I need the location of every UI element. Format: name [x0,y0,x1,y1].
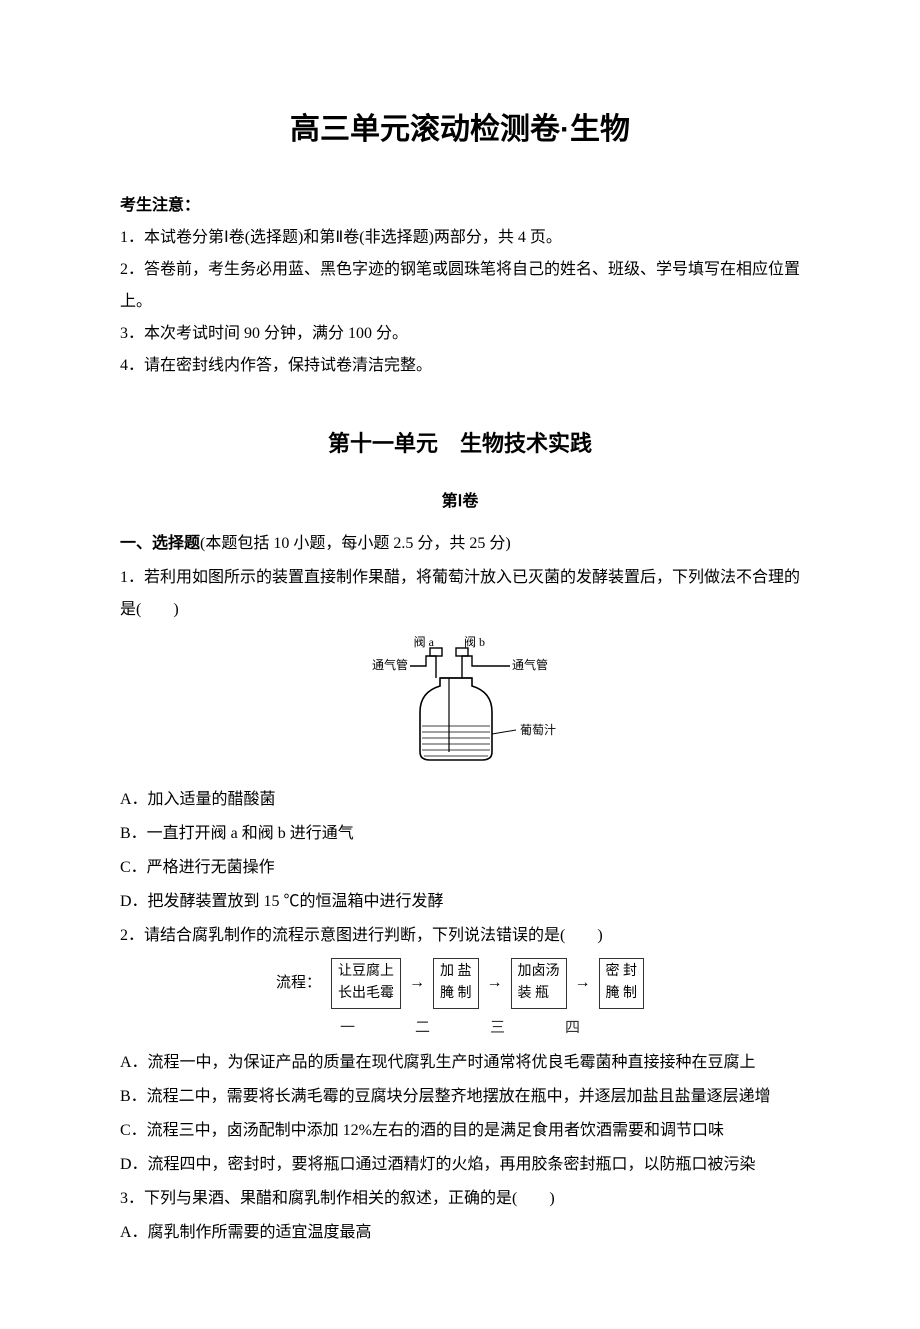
main-title: 高三单元滚动检测卷·生物 [120,100,800,160]
q1-option-c: C．严格进行无菌操作 [120,852,800,884]
q2-flow: 流程： 让豆腐上 长出毛霉 → 加 盐 腌 制 → 加卤汤 装 瓶 → 密 封 … [120,958,800,1043]
q1-stem: 1．若利用如图所示的装置直接制作果醋，将葡萄汁放入已灭菌的发酵装置后，下列做法不… [120,562,800,626]
q1-option-a: A．加入适量的醋酸菌 [120,784,800,816]
q1-option-d: D．把发酵装置放到 15 ℃的恒温箱中进行发酵 [120,886,800,918]
liquid-hatch-icon [422,726,490,756]
notice-heading: 考生注意： [120,190,800,222]
notice-block: 考生注意： 1．本试卷分第Ⅰ卷(选择题)和第Ⅱ卷(非选择题)两部分，共 4 页。… [120,190,800,382]
q3-option-a: A．腐乳制作所需要的适宜温度最高 [120,1217,800,1249]
label-pipe-right: 通气管 [512,657,548,672]
flow-num-3: 三 [490,1013,505,1043]
question-2: 2．请结合腐乳制作的流程示意图进行判断，下列说法错误的是( ) 流程： 让豆腐上… [120,920,800,1181]
arrow-icon: → [485,967,505,999]
question-1: 1．若利用如图所示的装置直接制作果醋，将葡萄汁放入已灭菌的发酵装置后，下列做法不… [120,562,800,918]
arrow-icon: → [407,967,427,999]
flow-step-4-top: 密 封 [606,961,638,983]
flow-num-2: 二 [415,1013,430,1043]
notice-item-4: 4．请在密封线内作答，保持试卷清洁完整。 [120,350,800,382]
flow-step-1: 让豆腐上 长出毛霉 [331,958,401,1009]
flow-step-2-top: 加 盐 [440,961,472,983]
q2-option-a: A．流程一中，为保证产品的质量在现代腐乳生产时通常将优良毛霉菌种直接接种在豆腐上 [120,1047,800,1079]
volume-title: 第Ⅰ卷 [120,486,800,518]
q2-stem: 2．请结合腐乳制作的流程示意图进行判断，下列说法错误的是( ) [120,920,800,952]
flow-step-4-bottom: 腌 制 [606,983,638,1005]
flow-label: 流程： [276,968,321,998]
flow-nums: 一 二 三 四 [120,1013,800,1043]
q2-option-b: B．流程二中，需要将长满毛霉的豆腐块分层整齐地摆放在瓶中，并逐层加盐且盐量逐层递… [120,1081,800,1113]
flow-step-3: 加卤汤 装 瓶 [511,958,567,1009]
flow-step-3-top: 加卤汤 [518,961,560,983]
flow-step-2: 加 盐 腌 制 [433,958,479,1009]
device-svg: 阀 a 阀 b 通气管 通气管 葡萄汁 [360,634,560,764]
label-pipe-left: 通气管 [372,657,408,672]
q1-option-b: B．一直打开阀 a 和阀 b 进行通气 [120,818,800,850]
label-valve-b: 阀 b [464,635,485,649]
label-juice: 葡萄汁 [520,723,556,737]
q3-stem: 3．下列与果酒、果醋和腐乳制作相关的叙述，正确的是( ) [120,1183,800,1215]
juice-pointer-icon [492,730,516,734]
flow-step-1-top: 让豆腐上 [338,961,394,983]
q2-option-c: C．流程三中，卤汤配制中添加 12%左右的酒的目的是满足食用者饮酒需要和调节口味 [120,1115,800,1147]
flow-step-1-bottom: 长出毛霉 [338,983,394,1005]
section-1-lead: 一、选择题 [120,535,200,552]
flow-step-3-bottom: 装 瓶 [518,983,560,1005]
label-valve-a: 阀 a [414,635,435,649]
arrow-icon: → [573,967,593,999]
unit-title: 第十一单元 生物技术实践 [120,422,800,466]
flow-num-4: 四 [565,1013,580,1043]
flow-step-2-bottom: 腌 制 [440,983,472,1005]
q2-option-d: D．流程四中，密封时，要将瓶口通过酒精灯的火焰，再用胶条密封瓶口，以防瓶口被污染 [120,1149,800,1181]
bottle-icon [420,678,492,760]
section-1-heading: 一、选择题(本题包括 10 小题，每小题 2.5 分，共 25 分) [120,528,800,560]
q1-figure: 阀 a 阀 b 通气管 通气管 葡萄汁 [120,634,800,776]
vent-pipes-icon [410,648,510,678]
notice-item-2: 2．答卷前，考生务必用蓝、黑色字迹的钢笔或圆珠笔将自己的姓名、班级、学号填写在相… [120,254,800,318]
flow-row: 流程： 让豆腐上 长出毛霉 → 加 盐 腌 制 → 加卤汤 装 瓶 → 密 封 … [120,958,800,1009]
section-1-detail: (本题包括 10 小题，每小题 2.5 分，共 25 分) [200,535,511,552]
notice-item-3: 3．本次考试时间 90 分钟，满分 100 分。 [120,318,800,350]
question-3: 3．下列与果酒、果醋和腐乳制作相关的叙述，正确的是( ) A．腐乳制作所需要的适… [120,1183,800,1249]
notice-item-1: 1．本试卷分第Ⅰ卷(选择题)和第Ⅱ卷(非选择题)两部分，共 4 页。 [120,222,800,254]
flow-num-1: 一 [340,1013,355,1043]
flow-step-4: 密 封 腌 制 [599,958,645,1009]
